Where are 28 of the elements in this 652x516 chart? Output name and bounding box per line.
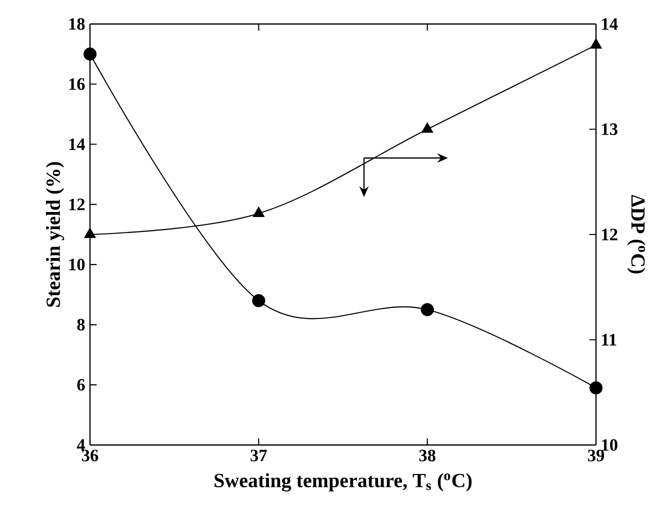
y-axis-title: Stearin yield (%) [46, 162, 64, 307]
point [83, 48, 97, 61]
y-tick-label: 12 [69, 198, 85, 210]
y2-axis-title: ΔDP ($^{o}$C) [627, 194, 646, 274]
y-tick-label: 6 [77, 379, 85, 391]
point [420, 303, 434, 316]
y2-tick-label: 12 [602, 228, 618, 240]
point [590, 38, 602, 49]
y2-tick-label: 14 [602, 18, 618, 30]
x-tick-label: 39 [588, 450, 604, 462]
y-tick-label: 4 [76, 439, 85, 451]
x-tick-label: 37 [250, 450, 267, 462]
point [84, 228, 96, 238]
y-tick-label: 10 [69, 258, 85, 270]
point [252, 294, 266, 308]
point [252, 206, 264, 217]
x-axis-title: Sweating temperature, T$_{s}$ ($^{o}$C) [214, 473, 472, 492]
y2-tick-label: 13 [602, 123, 618, 136]
y-tick-label: 8 [77, 318, 85, 331]
y2-tick-label: 11 [602, 334, 616, 346]
x-tick-label: 36 [82, 450, 98, 462]
x-tick-label: 38 [419, 450, 436, 462]
y2-tick-label: 10 [602, 439, 618, 451]
y-tick-label: 18 [69, 18, 85, 30]
point [589, 381, 603, 394]
y-tick-label: 16 [69, 78, 85, 90]
y-tick-label: 14 [69, 138, 85, 150]
point [422, 122, 434, 133]
